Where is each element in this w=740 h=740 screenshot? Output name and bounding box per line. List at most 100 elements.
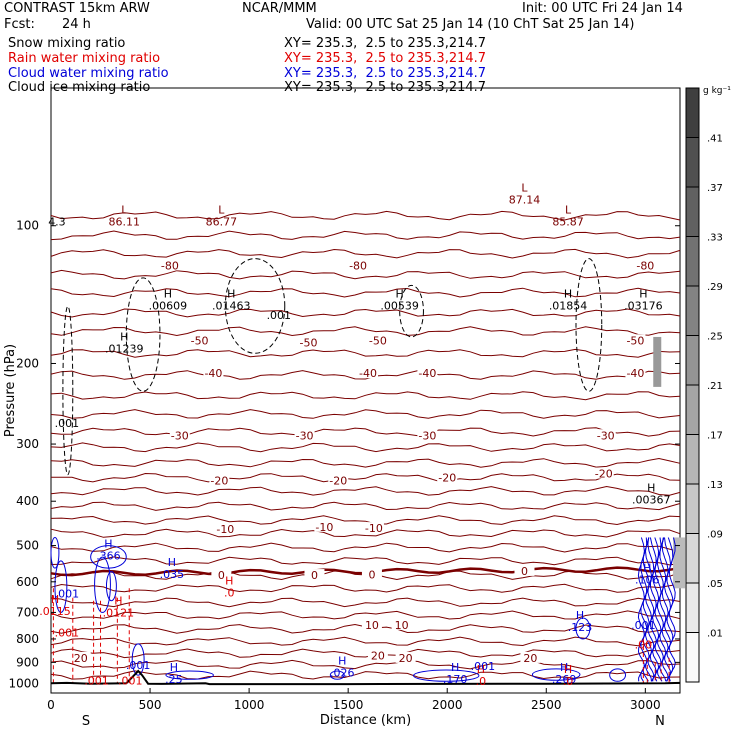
init-time: Init: 00 UTC Fri 24 Jan 14 xyxy=(522,1,683,16)
rain-max-value: .0 xyxy=(563,675,574,688)
isotherm-label: -20 xyxy=(438,472,456,485)
isotherm-label-bg xyxy=(635,259,656,271)
x-axis-title: Distance (km) xyxy=(320,713,411,728)
field-xy-cloud-water: XY= 235.3, 2.5 to 235.3,214.7 xyxy=(284,66,487,81)
isotherm-line xyxy=(51,472,681,483)
cloud-water-max-value: .123 xyxy=(568,621,593,634)
isotherm-line xyxy=(50,308,681,318)
colorbar-label: .21 xyxy=(707,381,723,392)
cloud-water-contour xyxy=(50,536,60,569)
isotherm-label: 20 xyxy=(523,652,537,665)
isotherm-label: -20 xyxy=(595,468,613,481)
colorbar-label: .41 xyxy=(707,134,723,145)
isotherm-label: 10 xyxy=(365,619,379,632)
rain-max-value: .0 xyxy=(476,675,487,688)
isotherm-label-bg xyxy=(70,651,91,663)
isotherm-line xyxy=(50,528,681,538)
cloud-water-contour xyxy=(637,537,645,682)
isotherm-label: 0 xyxy=(311,569,318,582)
model-title: CONTRAST 15km ARW xyxy=(4,1,150,16)
isotherm-label-bg xyxy=(298,336,319,348)
isotherm-label: -10 xyxy=(315,521,333,534)
isotherm-label: -80 xyxy=(636,259,654,272)
contour-value-label: .001 xyxy=(126,659,151,672)
cloud-water-max-marker: H xyxy=(168,556,176,569)
contour-value-label: .001 xyxy=(55,626,80,639)
isotherm-label-bg xyxy=(203,367,224,379)
cloud-water-contour xyxy=(668,537,676,682)
contour-value-label: .001 xyxy=(55,417,80,430)
valid-time: Valid: 00 UTC Sat 25 Jan 14 (10 ChT Sat … xyxy=(306,17,635,32)
y-tick-label: 200 xyxy=(16,356,39,370)
rain-max-value: .0121 xyxy=(103,607,135,620)
cloud-water-contour xyxy=(165,670,214,680)
cloud-water-max-value: .170 xyxy=(443,673,468,686)
colorbar-label: .05 xyxy=(707,579,723,590)
isotherm-label: 0 xyxy=(218,569,225,582)
temp-min-marker: L xyxy=(121,204,128,217)
cloud-water-max-marker: H xyxy=(338,655,346,668)
isotherm-label: -20 xyxy=(210,474,228,487)
isotherm-label: -80 xyxy=(161,259,179,272)
field-xy-rain: XY= 235.3, 2.5 to 235.3,214.7 xyxy=(284,51,487,66)
isotherm-label-bg xyxy=(169,429,190,441)
plot-frame xyxy=(50,87,681,694)
isotherm-label: 20 xyxy=(74,652,88,665)
isotherm-label: -30 xyxy=(296,429,314,442)
snow-max-marker: H xyxy=(564,288,572,301)
colorbar-label: .33 xyxy=(707,233,723,244)
field-name-rain: Rain water mixing ratio xyxy=(8,51,161,66)
isotherm-label-bg xyxy=(395,651,416,663)
y-tick-label: 700 xyxy=(16,605,39,619)
isotherm-label-bg xyxy=(625,367,646,379)
temp-min-value: 86.77 xyxy=(206,216,238,229)
colorbar-label: .09 xyxy=(707,530,723,541)
isotherm-label-bg xyxy=(367,649,388,661)
snow-max-marker: H xyxy=(647,482,655,495)
contour-value-label: .001 xyxy=(631,619,656,632)
cloud-water-max-marker: H xyxy=(560,661,568,674)
isotherm-line xyxy=(50,636,681,647)
snow-max-value: .00539 xyxy=(380,300,419,313)
isotherm-label-bg xyxy=(159,259,180,271)
isotherm-label: -40 xyxy=(359,367,377,380)
isotherm-line xyxy=(50,556,681,566)
isotherm-label-bg xyxy=(417,429,438,441)
endpoint-south: S xyxy=(82,714,90,729)
snow-max-marker: H xyxy=(639,288,647,301)
colorbar-bin xyxy=(686,286,699,336)
colorbar-bin xyxy=(686,335,699,385)
rain-max-value: .0 xyxy=(224,587,235,600)
isotherm-label-bg xyxy=(367,334,388,346)
colorbar-unit: g kg⁻¹ xyxy=(703,86,731,96)
contour-value-label: .001 xyxy=(267,309,292,322)
cloud-water-max-marker: H xyxy=(643,561,651,574)
isotherm-line xyxy=(50,542,681,553)
colorbar-bin xyxy=(686,484,699,534)
terrain-line xyxy=(50,669,681,686)
temp-min-value: 87.14 xyxy=(509,193,541,206)
colorbar-label: .25 xyxy=(707,332,723,343)
isotherm-label: -10 xyxy=(365,522,383,535)
snow-contour xyxy=(224,258,286,354)
temp-min-marker: L xyxy=(218,204,225,217)
snow-max-marker: H xyxy=(120,331,128,344)
snow-max-marker: H xyxy=(227,288,235,301)
y-tick-label: 900 xyxy=(16,655,39,669)
isotherm-line xyxy=(50,485,681,496)
isotherm-line xyxy=(50,326,681,337)
center-label: NCAR/MMM xyxy=(242,1,317,16)
y-tick-label: 500 xyxy=(16,539,39,553)
isotherm-line xyxy=(50,515,681,526)
cloud-water-max-value: .026 xyxy=(330,667,355,680)
snow-max-marker: H xyxy=(164,288,172,301)
isotherm-label-bg xyxy=(361,618,382,630)
forecast-hours: 24 h xyxy=(62,17,91,32)
snow-contour xyxy=(62,305,74,476)
isotherm-label: -10 xyxy=(216,523,234,536)
colorbar-bin xyxy=(686,583,699,633)
isotherm-label-bg xyxy=(593,467,614,479)
isotherm-label: 20 xyxy=(371,650,385,663)
colorbar-bin xyxy=(686,88,699,138)
cloud-ice-shade xyxy=(673,537,686,589)
